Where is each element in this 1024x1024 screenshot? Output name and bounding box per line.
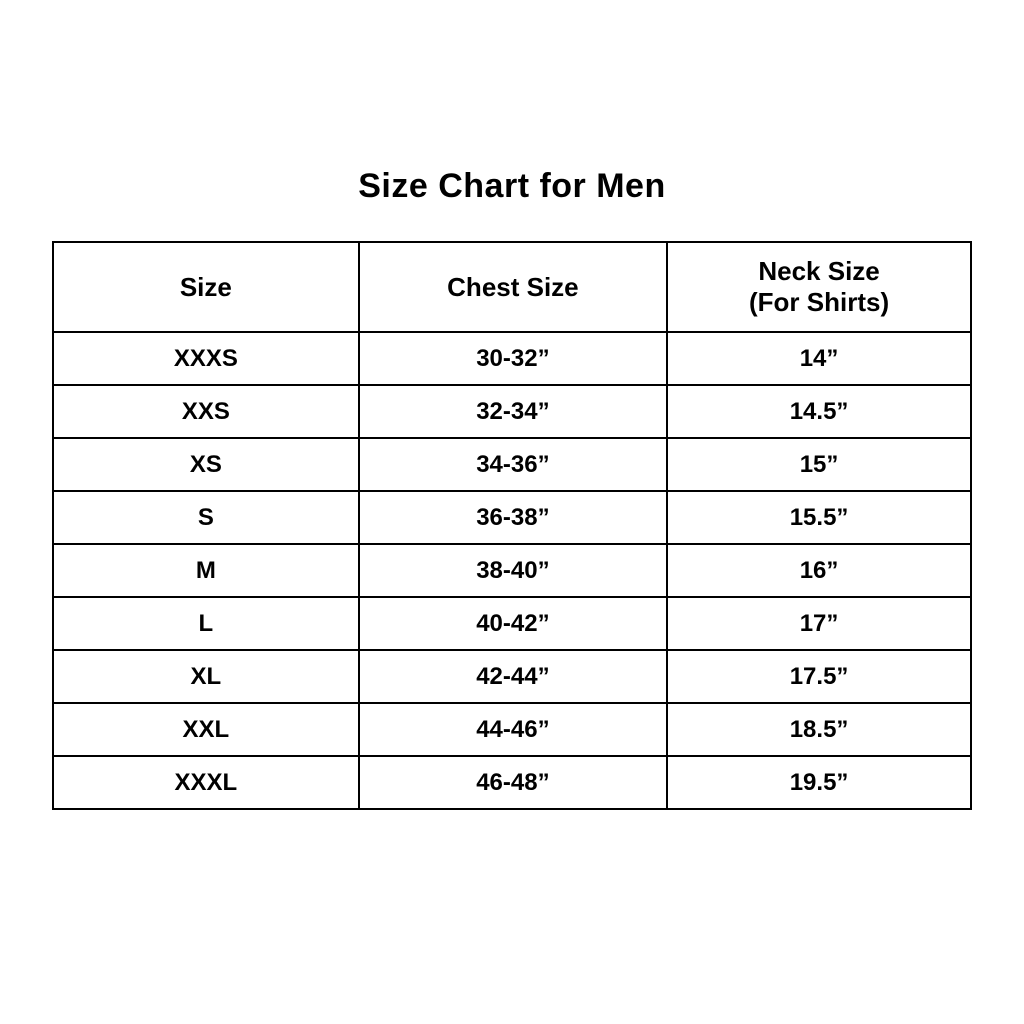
chest-cell: 36-38” (357, 490, 669, 546)
table-row: L 40-42” 17” (52, 596, 972, 652)
neck-cell: 18.5” (666, 702, 972, 758)
table-row: XXS 32-34” 14.5” (52, 384, 972, 440)
neck-cell: 17.5” (666, 649, 972, 705)
size-cell: M (52, 543, 360, 599)
chest-cell: 40-42” (357, 596, 669, 652)
page-title: Size Chart for Men (358, 167, 666, 205)
table-row: M 38-40” 16” (52, 543, 972, 599)
table-row: XXXS 30-32” 14” (52, 331, 972, 387)
chest-cell: 42-44” (357, 649, 669, 705)
header-row: Size Chest Size Neck Size (For Shirts) (52, 241, 972, 334)
table-row: XXL 44-46” 18.5” (52, 702, 972, 758)
table-row: XS 34-36” 15” (52, 437, 972, 493)
neck-cell: 19.5” (666, 755, 972, 811)
neck-cell: 15” (666, 437, 972, 493)
neck-cell: 16” (666, 543, 972, 599)
header-cell-size: Size (52, 241, 360, 334)
size-cell: XXXL (52, 755, 360, 811)
size-cell: XXS (52, 384, 360, 440)
size-cell: L (52, 596, 360, 652)
table-row: S 36-38” 15.5” (52, 490, 972, 546)
chest-cell: 30-32” (357, 331, 669, 387)
chest-cell: 44-46” (357, 702, 669, 758)
table-header: Size Chest Size Neck Size (For Shirts) (52, 241, 972, 334)
header-cell-neck: Neck Size (For Shirts) (666, 241, 972, 334)
table-row: XXXL 46-48” 19.5” (52, 755, 972, 811)
header-neck-line2: (For Shirts) (749, 287, 890, 318)
chest-cell: 46-48” (357, 755, 669, 811)
chest-cell: 34-36” (357, 437, 669, 493)
neck-cell: 15.5” (666, 490, 972, 546)
neck-cell: 17” (666, 596, 972, 652)
chest-cell: 38-40” (357, 543, 669, 599)
size-cell: S (52, 490, 360, 546)
neck-cell: 14.5” (666, 384, 972, 440)
size-cell: XS (52, 437, 360, 493)
neck-cell: 14” (666, 331, 972, 387)
size-cell: XL (52, 649, 360, 705)
chest-cell: 32-34” (357, 384, 669, 440)
size-cell: XXXS (52, 331, 360, 387)
header-neck-line1: Neck Size (758, 256, 880, 287)
table-row: XL 42-44” 17.5” (52, 649, 972, 705)
size-chart-table: Size Chest Size Neck Size (For Shirts) X… (52, 241, 972, 811)
table-body: XXXS 30-32” 14” XXS 32-34” 14.5” XS 34-3… (52, 331, 972, 811)
size-cell: XXL (52, 702, 360, 758)
header-cell-chest: Chest Size (357, 241, 669, 334)
